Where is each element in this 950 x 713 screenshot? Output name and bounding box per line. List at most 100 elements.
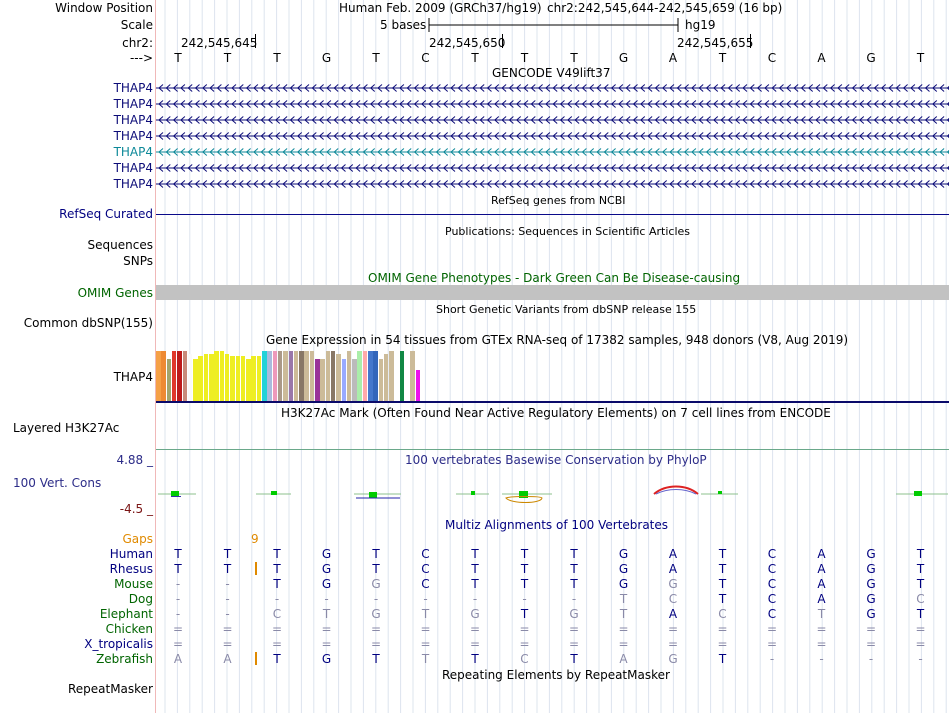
gencode-gene-label[interactable]: THAP4 (113, 161, 153, 175)
phylop-min-label: -4.5 _ (119, 502, 153, 516)
gtex-tissue-bar[interactable] (325, 351, 331, 401)
gtex-tissue-bar[interactable] (156, 351, 161, 401)
gtex-tissue-bar[interactable] (293, 351, 299, 401)
gtex-tissue-bar[interactable] (309, 351, 315, 401)
species-label[interactable]: Human (109, 547, 153, 561)
gtex-tissue-bar[interactable] (330, 351, 336, 401)
gtex-tissue-bar[interactable] (341, 359, 347, 401)
refseq-gene-line[interactable] (156, 214, 949, 215)
species-label[interactable]: Mouse (114, 577, 153, 591)
gtex-tissue-bar[interactable] (315, 359, 320, 401)
gtex-tissue-bar[interactable] (177, 351, 182, 401)
omim-gene-bar[interactable] (156, 285, 949, 300)
gtex-tissue-bar[interactable] (389, 351, 394, 401)
base-letter: G (321, 51, 332, 65)
gtex-tissue-bar[interactable] (415, 370, 421, 401)
gtex-tissue-bar[interactable] (352, 359, 357, 401)
species-label[interactable]: X_tropicalis (84, 637, 153, 651)
gtex-tissue-bar[interactable] (246, 359, 251, 401)
scale-text: 5 bases (380, 18, 427, 32)
base-letter: G (866, 51, 876, 65)
gencode-gene-label[interactable]: THAP4 (113, 129, 153, 143)
gencode-transcript-line[interactable] (156, 129, 949, 143)
species-label[interactable]: Elephant (99, 607, 153, 621)
gtex-tissue-bar[interactable] (378, 359, 384, 401)
refseq-track-label[interactable]: RefSeq Curated (59, 207, 153, 221)
gtex-tissue-bar[interactable] (198, 356, 203, 401)
gtex-tissue-bar[interactable] (346, 351, 352, 401)
omim-track-label[interactable]: OMIM Genes (77, 286, 153, 300)
gencode-gene-label[interactable]: THAP4 (113, 145, 153, 159)
species-label[interactable]: Chicken (105, 622, 153, 636)
gtex-tissue-bar[interactable] (320, 359, 325, 401)
gtex-tissue-bar[interactable] (230, 356, 235, 401)
gtex-tissue-bar[interactable] (373, 351, 378, 401)
gtex-tissue-bar[interactable] (357, 351, 362, 401)
gtex-tissue-bar[interactable] (304, 351, 309, 401)
alignment-base: A (223, 652, 232, 666)
gtex-tissue-bar[interactable] (336, 354, 341, 401)
gtex-tissue-bar[interactable] (187, 354, 193, 401)
gencode-transcript-line[interactable] (156, 177, 949, 191)
dbsnp-track-label[interactable]: Common dbSNP(155) (23, 316, 153, 330)
gtex-tissue-bar[interactable] (272, 351, 278, 401)
gtex-expression-chart[interactable] (156, 349, 946, 401)
gtex-gene-label[interactable]: THAP4 (113, 370, 153, 384)
chrom-label: chr2: (122, 36, 153, 50)
alignment-base: A (817, 592, 826, 606)
gencode-transcript-line[interactable] (156, 113, 949, 127)
gencode-gene-label[interactable]: THAP4 (113, 97, 153, 111)
gtex-tissue-bar[interactable] (235, 356, 241, 401)
sequences-label[interactable]: Sequences (87, 238, 153, 252)
species-label[interactable]: Dog (128, 592, 153, 606)
gencode-transcript-line[interactable] (156, 145, 949, 159)
repeatmasker-track-label[interactable]: RepeatMasker (67, 682, 153, 696)
gtex-tissue-bar[interactable] (405, 365, 410, 401)
gtex-tissue-bar[interactable] (251, 356, 256, 401)
gtex-tissue-bar[interactable] (166, 359, 172, 401)
gtex-tissue-bar[interactable] (161, 351, 166, 401)
species-label[interactable]: Rhesus (109, 562, 153, 576)
alignment-base: A (668, 547, 678, 561)
alignment-base: C (767, 607, 777, 621)
h3k27ac-track-label[interactable]: Layered H3K27Ac (13, 421, 120, 435)
multiz-track-title: Multiz Alignments of 100 Vertebrates (445, 518, 669, 532)
gtex-tissue-bar[interactable] (203, 354, 209, 401)
gencode-gene-label[interactable]: THAP4 (113, 81, 153, 95)
gtex-tissue-bar[interactable] (410, 351, 415, 401)
gencode-transcript-line[interactable] (156, 161, 949, 175)
species-label[interactable]: Zebrafish (96, 652, 153, 666)
gencode-gene-label[interactable]: THAP4 (113, 113, 153, 127)
base-letter: T (570, 51, 578, 65)
phylop-conservation-plot[interactable] (156, 480, 950, 510)
snps-label[interactable]: SNPs (123, 254, 153, 268)
gtex-tissue-bar[interactable] (219, 351, 225, 401)
gtex-tissue-bar[interactable] (368, 351, 373, 401)
phylop-track-label[interactable]: 100 Vert. Cons (13, 476, 102, 490)
gtex-tissue-bar[interactable] (277, 351, 283, 401)
alignment-base: T (520, 562, 529, 576)
base-letter: T (471, 51, 479, 65)
gtex-tissue-bar[interactable] (262, 351, 267, 401)
gtex-tissue-bar[interactable] (256, 356, 262, 401)
gtex-tissue-bar[interactable] (383, 354, 389, 401)
gtex-tissue-bar[interactable] (240, 356, 246, 401)
gtex-tissue-bar[interactable] (267, 351, 272, 401)
gtex-tissue-bar[interactable] (399, 351, 405, 401)
gtex-tissue-bar[interactable] (283, 351, 288, 401)
gtex-tissue-bar[interactable] (193, 359, 198, 401)
gtex-tissue-bar[interactable] (171, 351, 177, 401)
gtex-tissue-bar[interactable] (288, 351, 294, 401)
gtex-tissue-bar[interactable] (214, 351, 219, 401)
gaps-label[interactable]: Gaps (122, 532, 153, 546)
gencode-transcript-line[interactable] (156, 97, 949, 111)
gtex-tissue-bar[interactable] (394, 354, 400, 401)
alignment-base: T (372, 652, 380, 666)
gencode-transcript-line[interactable] (156, 81, 949, 95)
gtex-tissue-bar[interactable] (299, 351, 304, 401)
gtex-tissue-bar[interactable] (209, 354, 214, 401)
gencode-gene-label[interactable]: THAP4 (113, 177, 153, 191)
gtex-tissue-bar[interactable] (182, 351, 188, 401)
gtex-tissue-bar[interactable] (224, 354, 230, 401)
gtex-tissue-bar[interactable] (362, 351, 368, 401)
